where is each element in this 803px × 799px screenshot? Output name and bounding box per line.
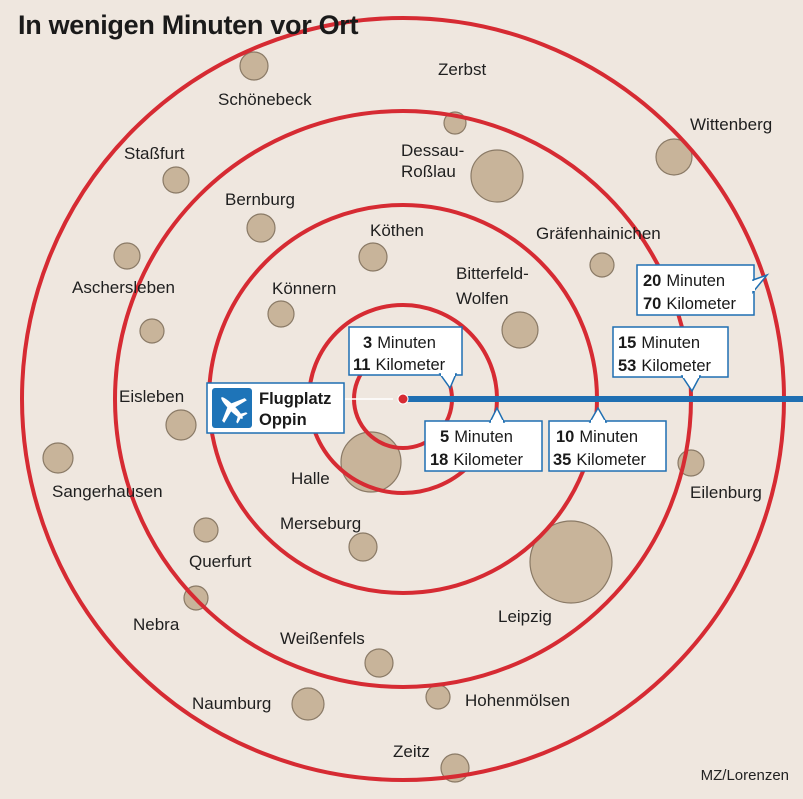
ring-10-minutes-num: 10 (556, 428, 574, 446)
airport-point (397, 393, 409, 405)
city-dot-leipzig (529, 520, 613, 604)
city-dot-koennern (267, 300, 295, 328)
ring-10-km-num: 35 (553, 451, 571, 469)
city-label-eisleben: Eisleben (119, 387, 184, 406)
ring-20-minutes-label: Minuten (666, 272, 725, 290)
city-label-leipzig: Leipzig (498, 607, 552, 626)
city-dot-eisleben-north (139, 318, 165, 344)
city-label-weissenfels: Weißenfels (280, 629, 365, 648)
city-dot-naumburg (291, 687, 325, 721)
city-label-eilenburg: Eilenburg (690, 483, 762, 502)
ring-5-minutes-label: Minuten (454, 428, 513, 446)
ring-3-minutes-num: 3 (363, 334, 372, 352)
city-label-bernburg: Bernburg (225, 190, 295, 209)
city-labels: Zerbst Schönebeck Wittenberg Staßfurt De… (52, 60, 772, 761)
ring-20-minutes-num: 20 (643, 272, 661, 290)
city-label-merseburg: Merseburg (280, 514, 361, 533)
city-label-sangerhausen: Sangerhausen (52, 482, 163, 501)
city-label-schoenebeck: Schönebeck (218, 90, 312, 109)
ring-3-minutes-label: Minuten (377, 334, 436, 352)
ring-5-km-num: 18 (430, 451, 448, 469)
ring-10-km-label: Kilometer (576, 451, 646, 469)
ring-5-km-label: Kilometer (453, 451, 523, 469)
ring-3-km-label: Kilometer (375, 356, 445, 374)
ring-3-km-num: 11 (353, 356, 370, 374)
page-title: In wenigen Minuten vor Ort (18, 10, 359, 40)
city-dot-querfurt (193, 517, 219, 543)
city-label-naumburg: Naumburg (192, 694, 271, 713)
ring-label-3: 3 Minuten 11 Kilometer (348, 326, 463, 390)
ring-5-minutes-num: 5 (440, 428, 449, 446)
ring-label-5: 5 Minuten 18 Kilometer (424, 406, 543, 472)
ring-15-km-label: Kilometer (641, 357, 711, 375)
city-label-zerbst: Zerbst (438, 60, 486, 79)
city-dot-koethen (358, 242, 388, 272)
city-dot-sangerhausen (42, 442, 74, 474)
airplane-icon (212, 388, 252, 428)
city-dot-eisleben (165, 409, 197, 441)
city-label-koethen: Köthen (370, 221, 424, 240)
city-label-wittenberg: Wittenberg (690, 115, 772, 134)
city-label-rosslau: Roßlau (401, 162, 456, 181)
ring-15-minutes-label: Minuten (641, 334, 700, 352)
city-label-aschersleben: Aschersleben (72, 278, 175, 297)
city-dot-hohenmoelsen (425, 684, 451, 710)
ring-20-km-num: 70 (643, 295, 661, 313)
city-dot-aschersleben (113, 242, 141, 270)
city-label-halle: Halle (291, 469, 330, 488)
city-label-wolfen: Wolfen (456, 289, 509, 308)
city-dot-wittenberg (655, 138, 693, 176)
credit: MZ/Lorenzen (700, 767, 789, 784)
ring-10-minutes-label: Minuten (579, 428, 638, 446)
ring-15-minutes-num: 15 (618, 334, 636, 352)
city-label-hohenmoelsen: Hohenmölsen (465, 691, 570, 710)
city-dot-weissenfels (364, 648, 394, 678)
city-label-graefenhainichen: Gräfenhainichen (536, 224, 661, 243)
city-label-bitterfeld: Bitterfeld- (456, 264, 529, 283)
city-label-zeitz: Zeitz (393, 742, 430, 761)
airport-name-line2: Oppin (259, 411, 307, 429)
ring-20-km-label: Kilometer (666, 295, 736, 313)
airport-label: Flugplatz Oppin (206, 382, 345, 434)
city-dot-halle (340, 431, 402, 493)
city-dot-graefenhainichen (589, 252, 615, 278)
city-dot-dessau-rosslau (470, 149, 524, 203)
city-dot-stassfurt (162, 166, 190, 194)
city-dot-merseburg (348, 532, 378, 562)
airport-name-line1: Flugplatz (259, 390, 331, 408)
city-label-dessau: Dessau- (401, 141, 464, 160)
city-label-stassfurt: Staßfurt (124, 144, 185, 163)
ring-label-20: 20 Minuten 70 Kilometer (636, 264, 770, 316)
ring-15-km-num: 53 (618, 357, 636, 375)
city-label-koennern: Könnern (272, 279, 336, 298)
city-label-querfurt: Querfurt (189, 552, 252, 571)
city-dots (42, 51, 705, 783)
city-dot-bernburg (246, 213, 276, 243)
ring-label-10: 10 Minuten 35 Kilometer (548, 406, 667, 472)
ring-label-15: 15 Minuten 53 Kilometer (612, 326, 729, 393)
city-label-nebra: Nebra (133, 615, 180, 634)
city-dot-schoenebeck (239, 51, 269, 81)
city-dot-bitterfeld-wolfen (501, 311, 539, 349)
